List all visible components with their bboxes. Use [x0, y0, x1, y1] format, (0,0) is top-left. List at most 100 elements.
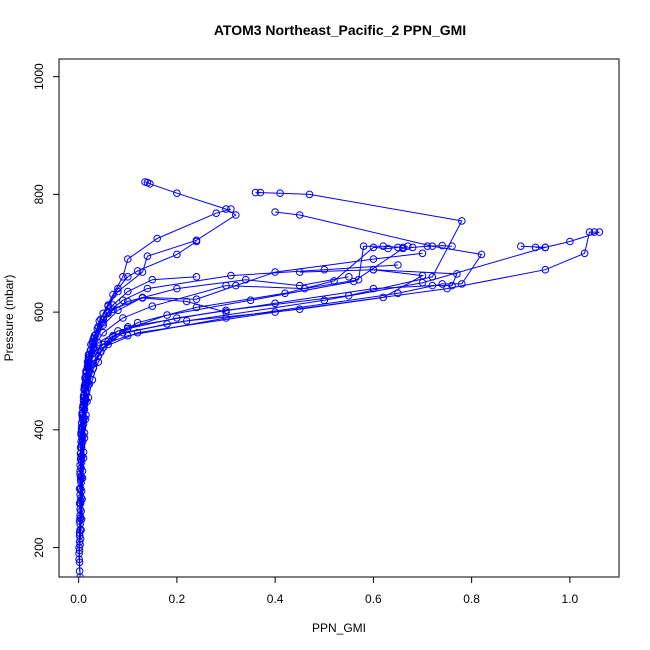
data-point — [109, 333, 117, 341]
series-15 — [79, 178, 240, 411]
data-point — [428, 273, 437, 281]
x-tick-label: 1.0 — [562, 592, 579, 606]
data-point — [124, 324, 132, 333]
series-1 — [75, 208, 486, 577]
data-point — [394, 289, 402, 298]
data-point — [86, 346, 95, 355]
data-point — [320, 296, 329, 305]
y-tick-label: 800 — [32, 184, 46, 204]
data-point — [418, 249, 427, 258]
data-point — [119, 296, 127, 305]
data-point — [119, 273, 127, 281]
series-layer — [75, 178, 604, 577]
data-point — [141, 178, 149, 186]
y-tick-label: 1000 — [32, 63, 46, 90]
data-point — [109, 290, 117, 299]
chart-title: ATOM3 Northeast_Pacific_2 PPN_GMI — [214, 22, 466, 38]
data-point — [320, 265, 329, 274]
data-point — [384, 244, 392, 253]
series-7 — [77, 241, 456, 534]
series-17 — [81, 237, 201, 390]
series-line — [83, 181, 237, 407]
data-point — [295, 211, 304, 219]
data-point — [76, 573, 84, 577]
y-tick-label: 600 — [32, 302, 46, 322]
data-point — [97, 348, 105, 356]
data-point — [458, 217, 466, 225]
data-point — [76, 461, 84, 470]
data-point — [163, 311, 171, 319]
data-point — [458, 280, 466, 288]
data-point — [104, 301, 112, 309]
data-point — [222, 308, 230, 316]
data-point — [517, 242, 525, 250]
series-line — [80, 245, 453, 530]
data-point — [354, 275, 363, 284]
data-point — [359, 242, 368, 250]
data-point — [256, 188, 265, 197]
data-point — [173, 250, 181, 259]
data-point — [94, 358, 103, 366]
data-point — [148, 275, 157, 284]
series-4 — [75, 243, 550, 555]
data-point — [173, 284, 181, 293]
y-axis: 200 400 600 800 1000 — [32, 63, 59, 558]
series-11 — [76, 273, 353, 458]
series-line — [79, 246, 546, 551]
data-point — [75, 484, 84, 493]
data-point — [232, 281, 240, 290]
data-point — [76, 540, 84, 549]
data-point — [148, 302, 157, 311]
plot-frame — [58, 58, 620, 578]
data-point — [76, 467, 84, 475]
series-line — [81, 264, 398, 427]
data-point — [124, 255, 132, 263]
series-line — [78, 269, 458, 572]
data-point — [77, 526, 85, 534]
data-point — [109, 301, 117, 309]
data-point — [418, 271, 427, 280]
data-point — [77, 487, 86, 495]
data-point — [394, 261, 402, 269]
data-point — [84, 358, 93, 366]
x-axis-label: PPN_GMI — [312, 621, 366, 635]
data-point — [192, 237, 201, 246]
data-point — [345, 273, 353, 281]
series-line — [80, 269, 425, 539]
data-point — [124, 273, 132, 281]
data-point — [133, 318, 142, 327]
data-point — [76, 449, 85, 458]
data-point — [423, 242, 432, 250]
data-point — [408, 243, 417, 252]
data-point — [295, 281, 304, 290]
data-point — [143, 284, 152, 293]
data-point — [305, 190, 314, 199]
series-line — [79, 252, 423, 466]
data-point — [83, 364, 92, 372]
data-point — [369, 243, 378, 252]
series-line — [85, 241, 197, 386]
x-tick-label: 0.6 — [365, 592, 382, 606]
data-point — [182, 297, 191, 306]
data-point — [99, 328, 107, 337]
data-point — [443, 284, 451, 293]
data-point — [119, 314, 127, 322]
data-point — [84, 350, 93, 359]
data-point — [78, 495, 86, 504]
data-point — [153, 234, 161, 243]
data-point — [477, 250, 486, 259]
data-point — [345, 291, 353, 300]
data-point — [585, 228, 594, 236]
data-point — [379, 242, 388, 250]
x-tick-label: 0.0 — [70, 592, 87, 606]
data-point — [133, 267, 142, 275]
data-point — [75, 567, 84, 575]
data-point — [227, 271, 235, 280]
data-point — [438, 241, 447, 250]
data-point — [595, 228, 604, 236]
data-point — [531, 243, 540, 252]
data-point — [241, 275, 250, 284]
data-point — [77, 423, 86, 431]
data-point — [78, 474, 87, 482]
